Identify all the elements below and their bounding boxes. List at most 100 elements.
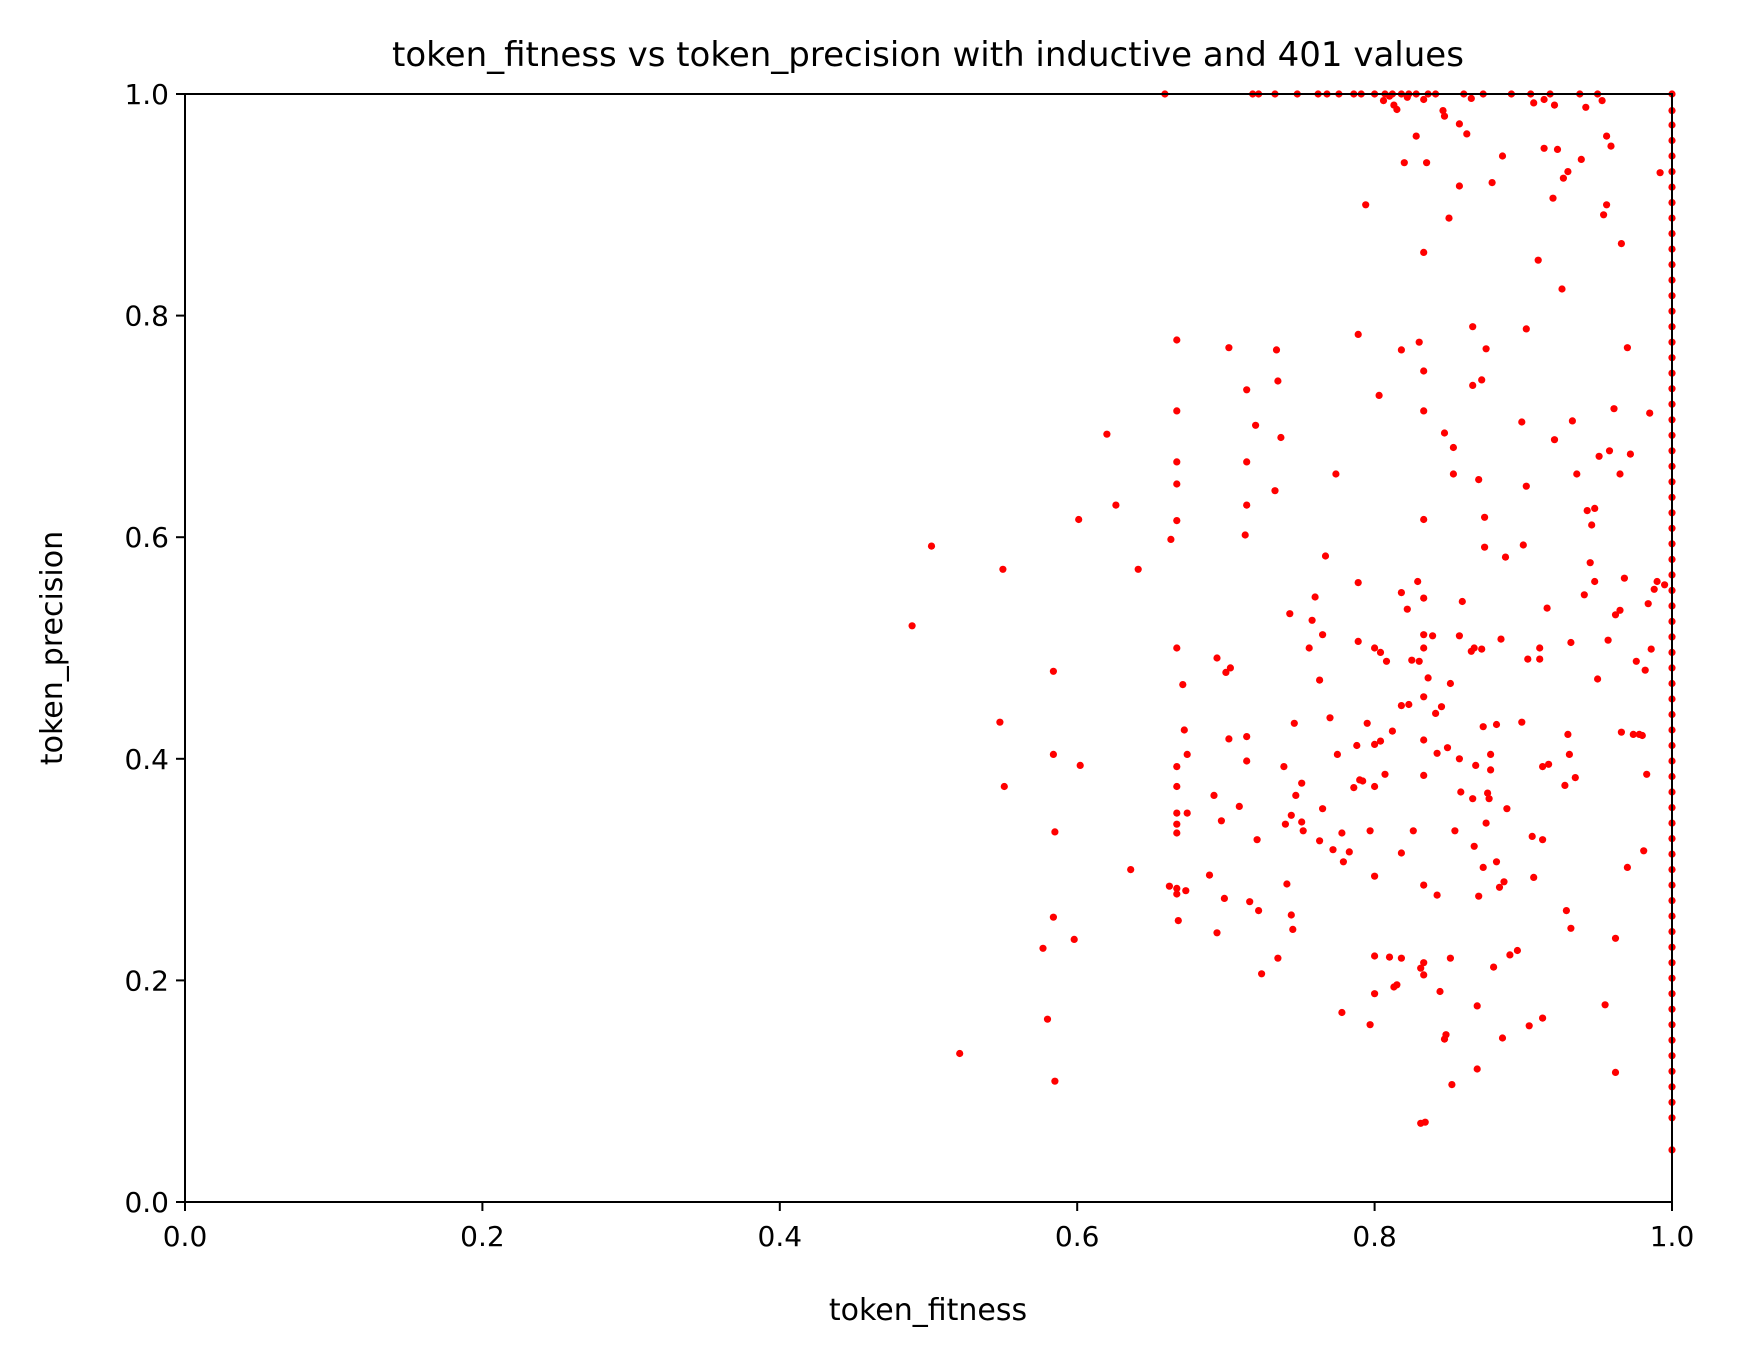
data-point (1433, 749, 1441, 757)
data-point (1339, 858, 1347, 866)
data-point (1573, 470, 1581, 478)
data-point (1495, 883, 1504, 891)
data-point (1564, 168, 1572, 176)
data-point (1561, 781, 1569, 790)
data-point (1616, 606, 1624, 614)
y-tick-label: 0.0 (124, 1186, 169, 1219)
data-point (1600, 211, 1608, 219)
data-point (1421, 1118, 1429, 1126)
data-point (1180, 726, 1188, 734)
data-point (1455, 182, 1463, 190)
x-tick-label: 0.2 (460, 1220, 505, 1253)
data-point (1281, 820, 1289, 828)
data-point (1420, 693, 1428, 701)
data-point (1338, 829, 1346, 837)
data-point (1326, 714, 1334, 722)
data-point (1433, 891, 1441, 899)
data-point (1644, 600, 1652, 608)
data-point (1375, 391, 1383, 399)
data-point (1568, 417, 1576, 425)
data-point (1484, 789, 1492, 797)
data-point (1274, 954, 1282, 962)
data-point (1415, 657, 1423, 665)
data-point (1485, 795, 1493, 803)
data-point (1173, 644, 1181, 652)
data-point (1217, 817, 1225, 825)
data-point (1497, 635, 1505, 643)
data-point (1290, 719, 1298, 727)
data-point (1482, 819, 1490, 827)
data-point (1051, 828, 1059, 836)
data-point (1586, 559, 1594, 567)
data-point (908, 622, 916, 630)
data-point (1252, 421, 1260, 429)
data-point (1641, 666, 1649, 674)
data-point (1469, 381, 1477, 389)
data-point (1246, 898, 1254, 906)
data-point (1594, 675, 1602, 683)
data-point (1385, 953, 1394, 961)
data-point (1272, 346, 1281, 354)
data-point (1475, 892, 1483, 900)
data-point (1623, 344, 1631, 352)
data-point (1225, 735, 1233, 743)
data-point (1319, 805, 1327, 813)
data-point (1112, 501, 1120, 509)
data-point (1182, 887, 1190, 895)
data-point (1043, 1015, 1052, 1023)
data-point (1617, 240, 1625, 248)
data-point (956, 1049, 964, 1058)
data-point (1165, 882, 1173, 890)
data-point (1420, 407, 1428, 415)
data-point (1243, 733, 1251, 741)
data-point (1475, 476, 1483, 484)
data-point (1656, 169, 1664, 177)
data-point (1420, 248, 1428, 256)
data-point (1638, 731, 1646, 740)
data-point (1481, 513, 1489, 521)
data-point (1371, 872, 1379, 880)
data-point (1439, 107, 1447, 115)
data-point (1321, 552, 1330, 560)
data-point (1350, 784, 1358, 792)
data-point (1134, 565, 1142, 573)
data-point (1591, 504, 1599, 512)
data-point (1298, 779, 1306, 787)
data-point (1289, 925, 1297, 934)
data-point (1388, 727, 1396, 735)
data-point (1167, 535, 1175, 544)
y-tick-label: 0.8 (124, 300, 169, 333)
data-point (1412, 132, 1420, 140)
data-point (1518, 718, 1526, 726)
data-point (1534, 256, 1542, 264)
data-point (1440, 429, 1449, 437)
data-point (1382, 657, 1391, 665)
data-point (1381, 770, 1389, 778)
data-point (1173, 884, 1181, 893)
data-point (1049, 667, 1057, 675)
data-point (1235, 802, 1243, 811)
data-point (1420, 95, 1428, 104)
data-point (1287, 811, 1295, 819)
data-point (1626, 450, 1634, 458)
data-point (1543, 604, 1551, 612)
data-point (1536, 655, 1544, 663)
data-point (1445, 214, 1453, 222)
data-point (1286, 610, 1294, 618)
plot-frame (184, 93, 1673, 1203)
data-point (1640, 847, 1648, 855)
data-point (1436, 987, 1444, 996)
data-point (1478, 645, 1486, 653)
data-point (1183, 809, 1191, 817)
data-point (1397, 849, 1405, 857)
data-point (1470, 644, 1478, 652)
data-point (1616, 470, 1624, 478)
data-point (1379, 97, 1388, 105)
data-point (1173, 458, 1181, 466)
data-point (1173, 782, 1181, 791)
data-point (1500, 878, 1508, 886)
data-point (1366, 827, 1374, 835)
data-point (1446, 954, 1454, 962)
data-point (1661, 581, 1669, 589)
data-point (1610, 405, 1618, 413)
